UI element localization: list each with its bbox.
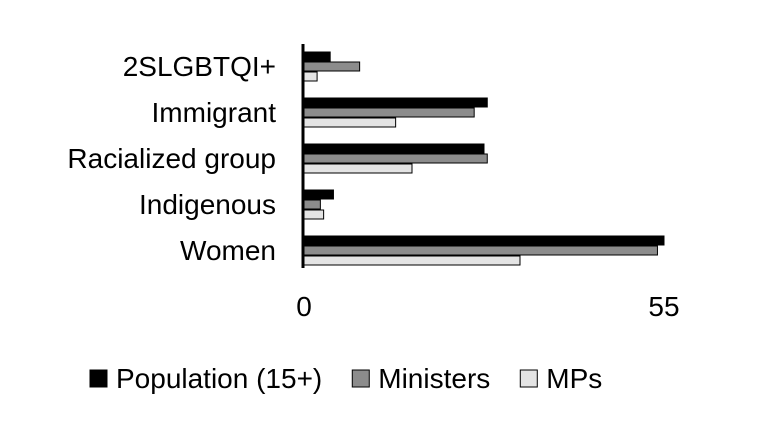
legend-label-1: Population (15+) <box>116 363 322 394</box>
bar-2-5 <box>303 245 658 256</box>
legend-swatch-2 <box>351 369 370 388</box>
bar-1-3 <box>303 143 485 154</box>
bar-3-2 <box>303 117 397 128</box>
legend-swatch-3 <box>519 369 538 388</box>
x-tick-label: 55 <box>648 291 679 322</box>
bar-2-1 <box>303 61 361 72</box>
category-labels: 2SLGBTQI+ Immigrant Racialized group Indige… <box>67 51 276 266</box>
x-tick-labels: 0 55 <box>296 291 679 322</box>
bar-1-5 <box>303 235 665 246</box>
x-tick-label: 0 <box>296 291 312 322</box>
bar-3-4 <box>303 209 325 220</box>
bar-2-3 <box>303 153 488 164</box>
bar-2-4 <box>303 199 321 210</box>
category-label: Immigrant <box>152 97 277 128</box>
bar-3-3 <box>303 163 413 174</box>
legend-label-2: Ministers <box>378 363 490 394</box>
bar-1-1 <box>303 51 331 62</box>
legend: Population (15+) Ministers MPs <box>89 363 602 394</box>
legend-swatch-1 <box>89 369 108 388</box>
bar-2-2 <box>303 107 475 118</box>
category-label: Women <box>180 235 276 266</box>
bar-3-1 <box>303 71 318 82</box>
category-label: Indigenous <box>139 189 276 220</box>
legend-label-3: MPs <box>546 363 602 394</box>
bar-1-4 <box>303 189 334 200</box>
bar-3-5 <box>303 255 521 266</box>
bars-group <box>303 51 665 266</box>
category-label: Racialized group <box>67 143 276 174</box>
category-label: 2SLGBTQI+ <box>123 51 276 82</box>
bar-1-2 <box>303 97 488 108</box>
